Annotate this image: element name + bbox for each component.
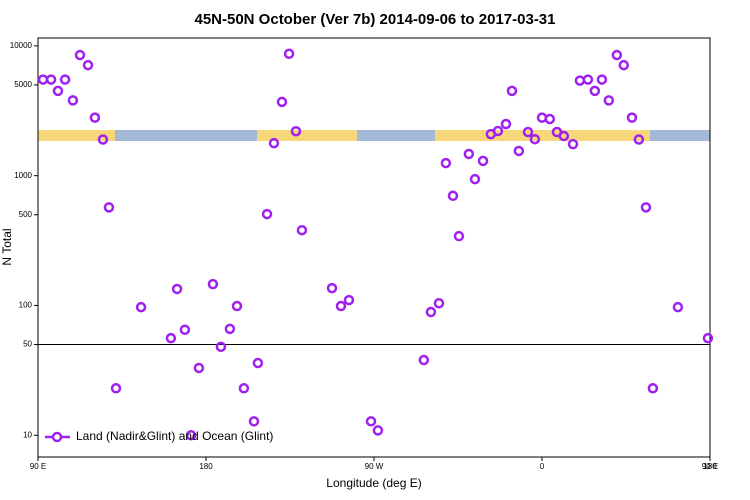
land-band: [257, 130, 357, 141]
point: [335, 300, 347, 312]
point: [248, 416, 260, 427]
point: [513, 145, 525, 157]
point: [82, 59, 94, 71]
point: [589, 85, 601, 97]
point: [97, 134, 109, 145]
point: [558, 130, 570, 142]
y-tick-label: 5000: [14, 80, 32, 89]
y-tick-label: 50: [23, 340, 32, 349]
point: [261, 208, 273, 220]
point: [477, 155, 489, 167]
legend-label: Land (Nadir&Glint) and Ocean (Glint): [76, 429, 273, 443]
y-tick-label: 10000: [10, 41, 33, 50]
point: [440, 157, 452, 169]
point: [425, 306, 437, 318]
y-tick-label: 1000: [14, 171, 32, 180]
y-tick-label: 10: [23, 430, 32, 439]
point: [433, 298, 445, 309]
point: [215, 341, 227, 353]
point: [633, 134, 645, 145]
x-tick-label: 90 E: [30, 462, 46, 471]
point: [283, 48, 295, 59]
point: [647, 383, 659, 394]
land-band: [435, 130, 650, 141]
point: [365, 416, 377, 427]
point: [110, 383, 122, 394]
point: [463, 148, 475, 160]
x-tick-label: 90 E: [702, 462, 718, 471]
y-tick-label: 500: [19, 210, 33, 219]
point: [453, 230, 465, 242]
point: [544, 113, 556, 125]
x-tick-label: 180: [199, 462, 213, 471]
land-band: [38, 130, 115, 141]
point: [372, 425, 384, 436]
point: [179, 324, 191, 335]
point: [574, 75, 586, 86]
point: [74, 49, 86, 61]
point: [290, 125, 302, 137]
point: [529, 133, 541, 145]
point: [207, 278, 219, 290]
point: [640, 202, 652, 213]
point: [506, 85, 518, 97]
point: [59, 74, 71, 85]
point: [603, 95, 615, 106]
point: [492, 125, 504, 137]
point: [296, 224, 308, 236]
y-tick-label: 100: [19, 301, 33, 310]
point: [103, 202, 115, 213]
point: [672, 301, 684, 313]
x-tick-label: 0: [540, 462, 545, 471]
plot-frame: [37, 37, 711, 458]
x-tick-label: 180: [703, 462, 717, 471]
point: [89, 112, 101, 123]
point: [326, 282, 338, 294]
point: [469, 173, 481, 185]
point: [522, 126, 534, 138]
point: [500, 118, 512, 130]
point: [702, 332, 714, 344]
ocean-band: [650, 130, 710, 141]
x-tick-label: 90 W: [365, 462, 384, 471]
point: [67, 95, 79, 106]
point: [252, 357, 264, 369]
point: [238, 383, 250, 394]
point: [165, 332, 177, 344]
point: [171, 283, 183, 295]
point: [596, 74, 608, 85]
point: [135, 301, 147, 313]
point: [276, 96, 288, 108]
point: [418, 354, 430, 366]
point: [268, 137, 280, 149]
legend-marker: [51, 431, 63, 443]
x-axis-label: Longitude (deg E): [326, 476, 421, 490]
point: [193, 362, 205, 374]
point: [185, 430, 197, 441]
point: [45, 74, 57, 85]
point: [52, 85, 64, 97]
point: [582, 74, 594, 85]
chart-title: 45N-50N October (Ver 7b) 2014-09-06 to 2…: [194, 11, 555, 28]
point: [611, 49, 623, 61]
point: [626, 112, 638, 123]
point: [567, 138, 579, 150]
point: [224, 323, 236, 335]
y-axis-label: N Total: [0, 228, 14, 265]
land-ocean-strip: [38, 130, 710, 141]
point: [447, 190, 459, 202]
ocean-band: [115, 130, 257, 141]
point: [343, 294, 355, 306]
point: [618, 59, 630, 71]
point: [231, 300, 243, 312]
ocean-band: [357, 130, 435, 141]
